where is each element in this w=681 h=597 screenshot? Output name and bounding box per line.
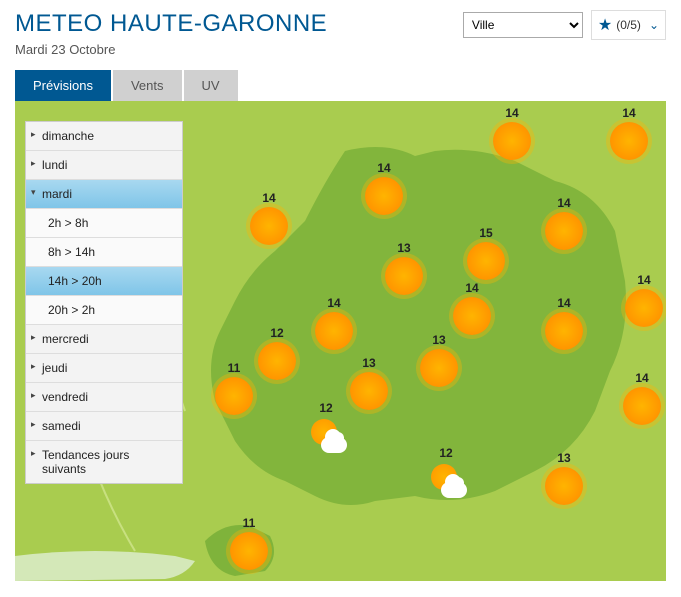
weather-point-9[interactable]: 14 xyxy=(545,296,583,350)
sun-icon xyxy=(230,532,268,570)
sidebar-item-3[interactable]: 2h > 8h xyxy=(26,209,182,238)
sidebar-item-5[interactable]: 14h > 20h xyxy=(26,267,182,296)
date-line: Mardi 23 Octobre xyxy=(15,42,463,57)
temp-label: 14 xyxy=(315,296,353,310)
weather-point-10[interactable]: 14 xyxy=(315,296,353,350)
weather-point-19[interactable]: 11 xyxy=(230,516,268,570)
weather-point-6[interactable]: 13 xyxy=(385,241,423,295)
weather-point-13[interactable]: 13 xyxy=(350,356,388,410)
map-container: dimanchelundimardi2h > 8h8h > 14h14h > 2… xyxy=(15,101,666,581)
temp-label: 13 xyxy=(420,333,458,347)
temp-label: 14 xyxy=(623,371,661,385)
temp-label: 14 xyxy=(453,281,491,295)
sun-icon xyxy=(625,289,663,327)
sun-icon xyxy=(610,122,648,160)
sun-icon xyxy=(545,312,583,350)
temp-label: 12 xyxy=(425,446,467,460)
weather-point-14[interactable]: 11 xyxy=(215,361,253,415)
weather-point-7[interactable]: 14 xyxy=(625,273,663,327)
temp-label: 14 xyxy=(365,161,403,175)
tab-uv[interactable]: UV xyxy=(184,70,238,101)
header-controls: Ville ★ (0/5) ⌄ xyxy=(463,10,666,40)
weather-point-2[interactable]: 14 xyxy=(365,161,403,215)
sidebar-item-8[interactable]: jeudi xyxy=(26,354,182,383)
temp-label: 14 xyxy=(493,106,531,120)
tab-vents[interactable]: Vents xyxy=(113,70,182,101)
tab-prévisions[interactable]: Prévisions xyxy=(15,70,111,101)
temp-label: 11 xyxy=(215,361,253,375)
weather-point-0[interactable]: 14 xyxy=(493,106,531,160)
weather-point-4[interactable]: 14 xyxy=(545,196,583,250)
sidebar-item-1[interactable]: lundi xyxy=(26,151,182,180)
sidebar-item-11[interactable]: Tendances jours suivants xyxy=(26,441,182,483)
title-block: METEO HAUTE-GARONNE Mardi 23 Octobre xyxy=(15,10,463,57)
sidebar-item-0[interactable]: dimanche xyxy=(26,122,182,151)
page-title: METEO HAUTE-GARONNE xyxy=(15,10,463,38)
weather-point-5[interactable]: 15 xyxy=(467,226,505,280)
weather-point-15[interactable]: 14 xyxy=(623,371,661,425)
weather-point-16[interactable]: 12 xyxy=(305,401,347,455)
rating-text: (0/5) xyxy=(616,18,641,32)
weather-point-1[interactable]: 14 xyxy=(610,106,648,160)
temp-label: 15 xyxy=(467,226,505,240)
sidebar-item-6[interactable]: 20h > 2h xyxy=(26,296,182,325)
sun-icon xyxy=(215,377,253,415)
sun-icon xyxy=(453,297,491,335)
sun-icon xyxy=(545,212,583,250)
temp-label: 13 xyxy=(385,241,423,255)
sidebar-item-9[interactable]: vendredi xyxy=(26,383,182,412)
weather-point-11[interactable]: 12 xyxy=(258,326,296,380)
temp-label: 12 xyxy=(258,326,296,340)
temp-label: 11 xyxy=(230,516,268,530)
sun-icon xyxy=(315,312,353,350)
temp-label: 14 xyxy=(625,273,663,287)
rating-box[interactable]: ★ (0/5) ⌄ xyxy=(591,10,666,40)
temp-label: 12 xyxy=(305,401,347,415)
header: METEO HAUTE-GARONNE Mardi 23 Octobre Vil… xyxy=(0,0,681,62)
city-select[interactable]: Ville xyxy=(463,12,583,38)
weather-point-17[interactable]: 12 xyxy=(425,446,467,500)
sidebar-item-4[interactable]: 8h > 14h xyxy=(26,238,182,267)
weather-point-3[interactable]: 14 xyxy=(250,191,288,245)
sun-icon xyxy=(250,207,288,245)
sidebar-item-7[interactable]: mercredi xyxy=(26,325,182,354)
chevron-down-icon: ⌄ xyxy=(649,18,659,32)
weather-point-18[interactable]: 13 xyxy=(545,451,583,505)
sun-icon xyxy=(623,387,661,425)
temp-label: 14 xyxy=(250,191,288,205)
temp-label: 14 xyxy=(545,196,583,210)
sun-icon xyxy=(493,122,531,160)
day-sidebar: dimanchelundimardi2h > 8h8h > 14h14h > 2… xyxy=(25,121,183,484)
sun-icon xyxy=(467,242,505,280)
sun-icon xyxy=(420,349,458,387)
sun-cloud-icon xyxy=(425,462,467,500)
tabs: PrévisionsVentsUV xyxy=(0,70,681,101)
weather-point-8[interactable]: 14 xyxy=(453,281,491,335)
sun-icon xyxy=(350,372,388,410)
sun-icon xyxy=(258,342,296,380)
sidebar-item-10[interactable]: samedi xyxy=(26,412,182,441)
sun-cloud-icon xyxy=(305,417,347,455)
temp-label: 14 xyxy=(545,296,583,310)
temp-label: 13 xyxy=(350,356,388,370)
temp-label: 14 xyxy=(610,106,648,120)
temp-label: 13 xyxy=(545,451,583,465)
sidebar-item-2[interactable]: mardi xyxy=(26,180,182,209)
sun-icon xyxy=(545,467,583,505)
star-icon: ★ xyxy=(598,15,612,35)
sun-icon xyxy=(385,257,423,295)
sun-icon xyxy=(365,177,403,215)
weather-point-12[interactable]: 13 xyxy=(420,333,458,387)
